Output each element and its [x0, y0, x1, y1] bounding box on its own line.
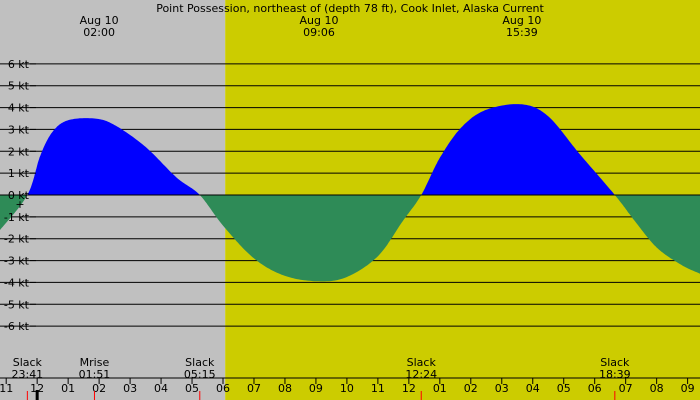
x-tick-label: 06 — [588, 382, 602, 395]
x-tick-label: 03 — [495, 382, 509, 395]
ebb-current-area — [0, 195, 700, 282]
bottom-events: Slack23:41Mrise01:51Slack05:15Slack12:24… — [11, 356, 631, 400]
y-tick-label: 5 kt — [8, 80, 30, 93]
y-tick-label: -6 kt — [4, 320, 30, 333]
night-background — [0, 0, 226, 400]
top-annotation-date: Aug 10 — [80, 14, 119, 27]
top-annotation-time: 02:00 — [83, 26, 115, 39]
x-tick-label: 05 — [557, 382, 571, 395]
y-tick-label: -3 kt — [4, 255, 30, 268]
x-tick-label: 04 — [526, 382, 540, 395]
x-tick-label: 09 — [681, 382, 695, 395]
top-annotation-time: 09:06 — [303, 26, 335, 39]
y-tick-label: 4 kt — [8, 102, 30, 115]
y-tick-label: -4 kt — [4, 276, 30, 289]
x-tick-label: 04 — [154, 382, 168, 395]
event-time: 01:51 — [79, 368, 111, 381]
event-time: 12:24 — [405, 368, 437, 381]
x-tick-label: 01 — [433, 382, 447, 395]
event-name: Mrise — [80, 356, 110, 369]
y-tick-label: 2 kt — [8, 145, 30, 158]
y-tick-label: -1 kt — [4, 211, 30, 224]
x-tick-label: 08 — [650, 382, 664, 395]
x-axis-ticks: 11 12 01 02 03 04 05 06 07 08 09 10 11 12 01 02 03 04 05 06… — [0, 377, 700, 400]
x-tick-label: 11 — [0, 382, 13, 395]
event-time: 23:41 — [11, 368, 43, 381]
x-tick-label: 03 — [123, 382, 137, 395]
event-name: Slack — [407, 356, 437, 369]
x-tick-label: 08 — [278, 382, 292, 395]
x-tick-label: 01 — [61, 382, 75, 395]
chart-title: Point Possession, northeast of (depth 78… — [156, 2, 544, 15]
x-tick-label: 12 — [30, 382, 44, 395]
x-tick-label: 07 — [247, 382, 261, 395]
y-tick-label: 1 kt — [8, 167, 30, 180]
y-tick-label: 0 kt — [8, 189, 30, 202]
x-tick-label: 12 — [402, 382, 416, 395]
x-tick-label: 07 — [619, 382, 633, 395]
top-annotation-time: 15:39 — [506, 26, 538, 39]
event-name: Slack — [600, 356, 630, 369]
event-time: 05:15 — [184, 368, 216, 381]
event-name: Slack — [185, 356, 215, 369]
y-tick-label: -2 kt — [4, 233, 30, 246]
y-tick-label: -5 kt — [4, 298, 30, 311]
x-tick-label: 05 — [185, 382, 199, 395]
y-tick-label: 6 kt — [8, 58, 30, 71]
event-time: 18:39 — [599, 368, 631, 381]
x-tick-label: 02 — [464, 382, 478, 395]
x-tick-label: 02 — [92, 382, 106, 395]
x-tick-label: 11 — [371, 382, 385, 395]
top-annotation-date: Aug 10 — [502, 14, 541, 27]
flood-current-area — [0, 104, 700, 195]
x-tick-label: 10 — [340, 382, 354, 395]
plus-marker: + — [15, 198, 24, 211]
event-name: Slack — [13, 356, 43, 369]
y-axis-ticks: 6 kt 5 kt 4 kt 3 kt 2 kt 1 kt 0 kt -1 kt -2 kt -3… — [4, 58, 36, 333]
top-annotation-date: Aug 10 — [300, 14, 339, 27]
x-tick-label: 06 — [216, 382, 230, 395]
x-tick-label: 09 — [309, 382, 323, 395]
y-tick-label: 3 kt — [8, 123, 30, 136]
